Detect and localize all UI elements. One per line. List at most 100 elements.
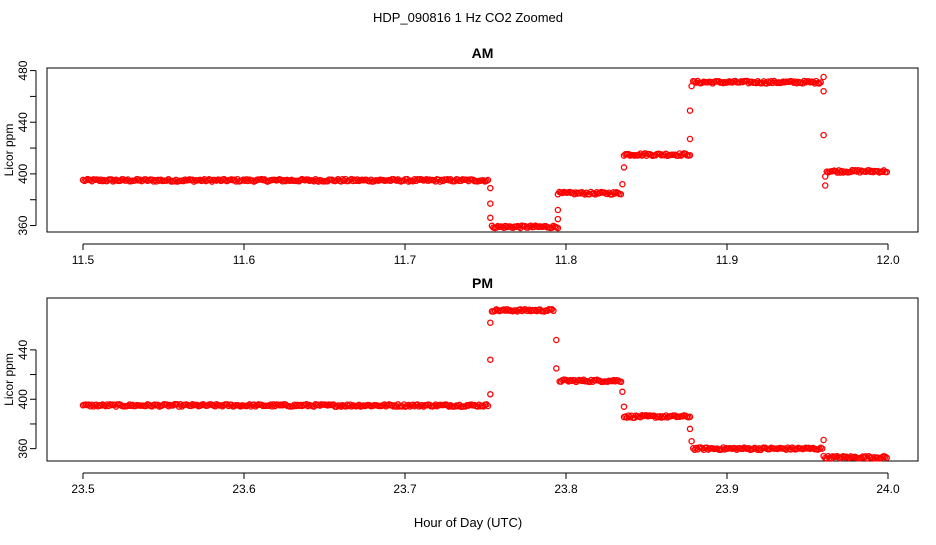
data-point [692,444,700,452]
data-point [593,188,601,196]
data-point [758,79,766,87]
data-point [487,356,494,363]
data-point [554,215,562,223]
data-point [411,176,418,183]
data-point [87,176,94,184]
y-tick-label: 440 [16,340,30,360]
data-point [617,190,625,198]
data-point [821,182,829,189]
data-point [484,176,492,184]
data-point [228,401,235,409]
data-point [171,178,178,185]
data-point [617,378,625,386]
data-point [554,224,562,232]
data-point [883,454,890,462]
x-tick-label: 11.5 [72,253,95,267]
data-point [199,177,207,184]
plot-frame [46,297,919,462]
plot-frame [46,67,919,233]
panel-title: AM [472,45,494,61]
data-point [553,365,560,372]
data-point [619,388,626,396]
x-tick-label: 11.6 [233,253,256,267]
data-point [487,319,494,326]
y-tick-label: 440 [16,112,30,132]
data-point [571,377,578,384]
data-point [244,177,252,185]
data-point [686,107,694,114]
data-point [463,176,471,184]
data-point [815,445,823,453]
data-point [315,178,322,185]
data-point [517,306,524,313]
data-point [619,180,626,188]
data-point [731,445,739,452]
data-points [79,73,891,232]
chart-panel-pm: PM 23.5 23.6 23.7 23.8 23.9 24.0 360 400 440Licor… [2,275,919,496]
data-point [581,191,589,198]
x-tick-label: 24.0 [876,482,900,496]
x-tick-label: 23.5 [71,482,95,496]
data-point [333,403,340,410]
y-tick-label: 480 [16,60,30,80]
data-point [484,402,492,410]
data-point [820,452,827,460]
y-tick-label: 360 [16,438,30,458]
x-tick-label: 11.8 [555,253,578,267]
x-tick-label: 23.7 [393,482,417,496]
data-point [554,206,562,214]
data-point [142,402,150,410]
data-point [487,184,494,192]
figure-xlabel: Hour of Day (UTC) [414,515,522,530]
data-point [502,307,509,314]
figure-title: HDP_090816 1 Hz CO2 Zoomed [373,10,563,25]
y-tick-label: 400 [16,164,30,184]
data-point [340,177,348,184]
y-tick-label: 360 [16,215,30,235]
data-point [282,177,289,185]
data-points [79,305,890,462]
data-point [225,402,232,410]
data-point [142,176,150,183]
data-point [879,168,886,176]
data-point [527,222,535,229]
x-tick-label: 23.8 [554,482,578,496]
data-point [405,401,412,409]
data-point [270,401,277,408]
x-tick-label: 23.9 [715,482,739,496]
data-point [688,82,695,90]
data-point [88,401,96,408]
data-point [820,131,827,139]
x-tick-label: 12.0 [876,253,900,267]
data-point [548,306,556,313]
data-point [418,401,426,409]
data-point [432,401,439,408]
data-point [817,79,824,86]
data-point [800,77,808,85]
chart-panel-am: AM 11.5 11.6 11.7 11.8 11.9 12.0 360 400 440 480 Li… [2,45,919,267]
data-point [445,403,453,410]
y-axis-label: Licor ppm [2,124,16,177]
data-point [550,307,557,315]
data-point [686,413,694,421]
data-point [587,376,595,384]
data-point [337,403,345,410]
data-point [553,336,560,344]
data-point [117,177,124,184]
data-point [626,413,634,421]
data-point [430,402,438,410]
data-point [620,164,628,171]
data-point [611,190,619,197]
data-point [883,168,891,176]
data-point [430,176,438,184]
data-point [487,391,494,398]
data-point [610,376,617,384]
data-point [766,445,773,453]
data-point [820,87,827,95]
data-point [409,401,417,408]
data-point [487,214,494,222]
data-point [193,401,201,409]
data-point [818,445,826,452]
